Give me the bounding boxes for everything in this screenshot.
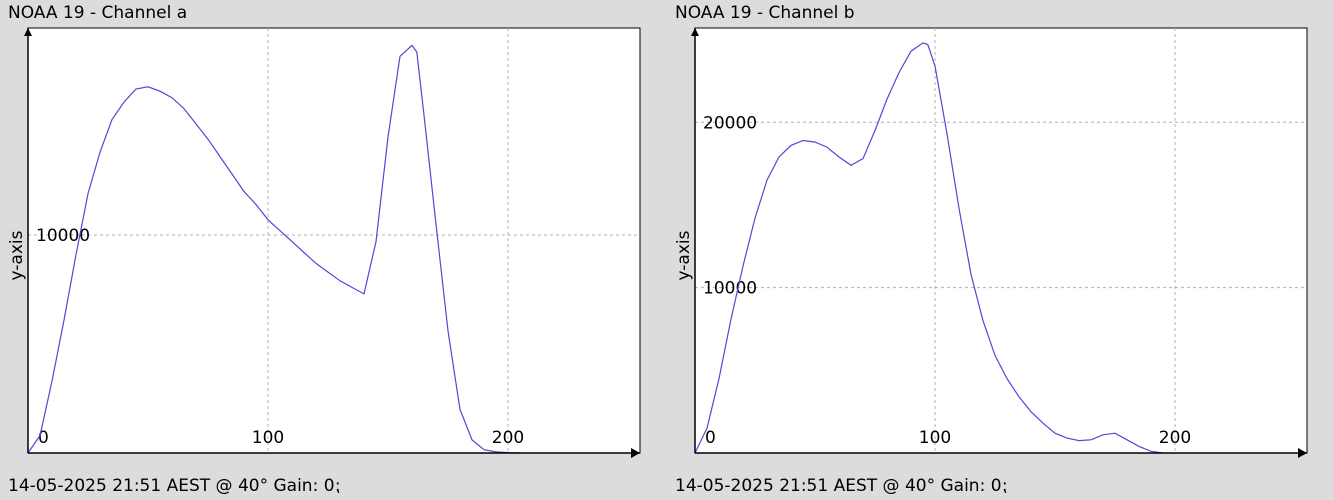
chart-footer: 14-05-2025 21:51 AEST @ 40° Gain: 0⁏ — [8, 476, 341, 496]
chart-title: NOAA 19 - Channel a — [8, 3, 188, 23]
series-line — [27, 44, 521, 454]
x-tick-label: 200 — [492, 428, 524, 448]
x-tick-label: 0 — [705, 428, 716, 448]
channel-a-panel: NOAA 19 - Channel a 0 100 200 10000 y-axis 1… — [0, 0, 660, 500]
channel-b-panel: NOAA 19 - Channel b 0 100 200 10000 20000 y-a… — [667, 0, 1327, 500]
channel-b-plot: 0 100 200 10000 20000 y-axis — [674, 27, 1308, 458]
x-tick-label: 100 — [252, 428, 284, 448]
y-axis-arrow — [24, 28, 32, 36]
y-tick-label: 10000 — [36, 226, 90, 246]
x-axis-arrow — [1298, 448, 1307, 458]
y-axis-arrow — [691, 28, 699, 36]
plot-area — [27, 27, 641, 454]
plot-area — [694, 27, 1308, 454]
y-axis-label: y-axis — [674, 230, 694, 280]
x-tick-label: 200 — [1159, 428, 1191, 448]
x-tick-label: 0 — [38, 428, 49, 448]
y-tick-label: 20000 — [703, 113, 757, 133]
chart-footer: 14-05-2025 21:51 AEST @ 40° Gain: 0⁏ — [675, 476, 1008, 496]
x-tick-label: 100 — [919, 428, 951, 448]
x-axis-arrow — [631, 448, 640, 458]
chart-title: NOAA 19 - Channel b — [675, 3, 855, 23]
series-line — [694, 42, 1164, 454]
y-tick-label: 10000 — [703, 279, 757, 299]
y-axis-label: y-axis — [7, 230, 27, 280]
channel-a-plot: 0 100 200 10000 y-axis — [7, 27, 641, 458]
